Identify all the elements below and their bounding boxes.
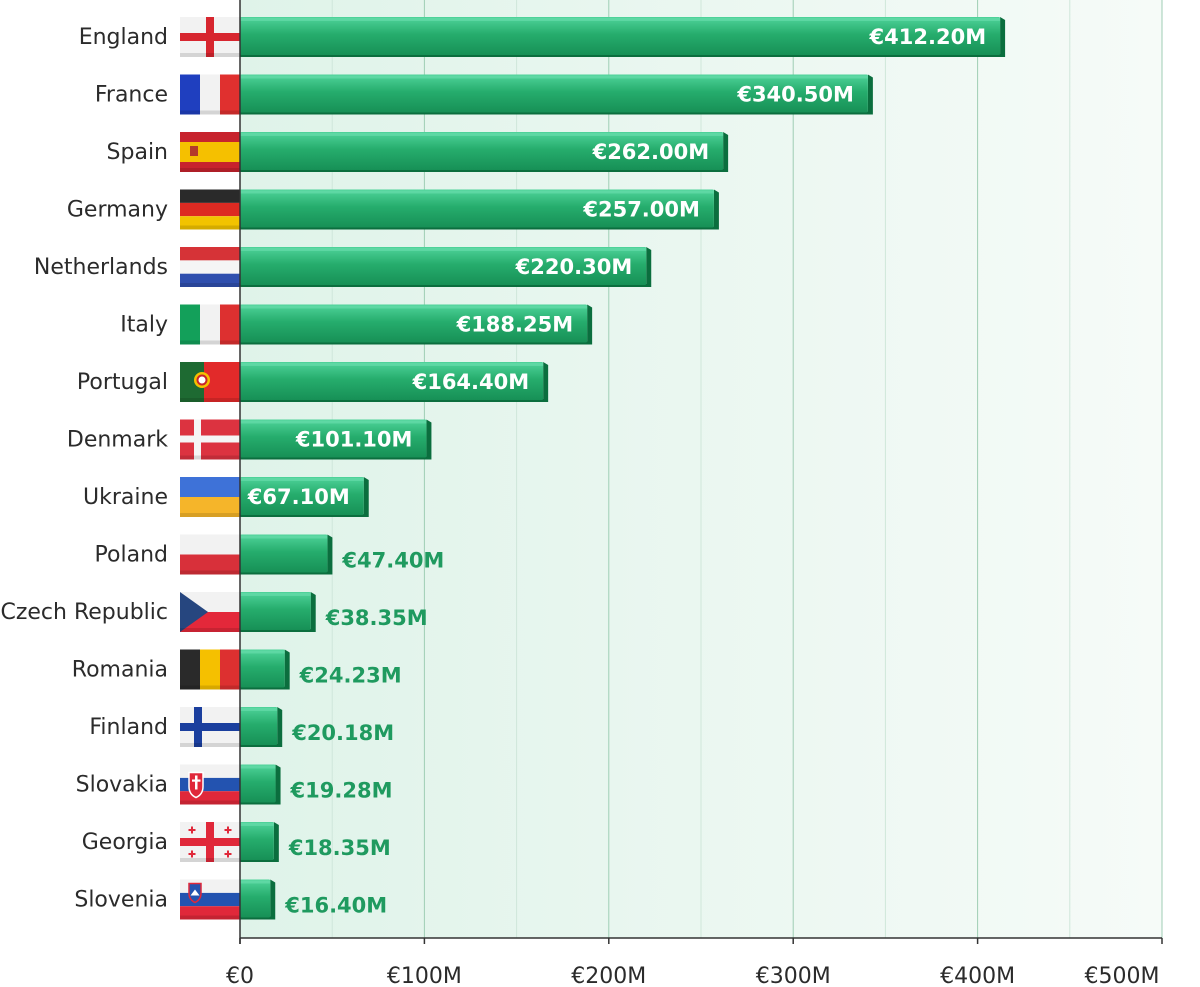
bar xyxy=(240,764,281,805)
data-label: €220.30M xyxy=(515,255,633,279)
data-label: €188.25M xyxy=(456,313,574,337)
category-label: Georgia xyxy=(82,830,168,855)
netherlands-flag xyxy=(180,247,240,287)
bar xyxy=(240,74,873,115)
bar xyxy=(240,304,593,345)
category-label: Ukraine xyxy=(83,485,168,510)
bar xyxy=(240,189,719,230)
bars xyxy=(240,17,1006,920)
data-label: €412.20M xyxy=(869,25,987,49)
category-label: Slovenia xyxy=(74,888,168,913)
category-label: Czech Republic xyxy=(0,600,168,625)
slovenia-flag xyxy=(180,879,240,920)
ukraine-flag xyxy=(180,477,240,517)
category-label: Slovakia xyxy=(76,773,168,798)
category-label: Germany xyxy=(67,198,168,223)
bar xyxy=(240,477,369,517)
category-label: England xyxy=(79,25,168,50)
romania-flag xyxy=(180,649,240,690)
slovakia-flag xyxy=(180,764,240,805)
x-tick-label: €100M xyxy=(387,964,462,987)
finland-flag xyxy=(180,707,240,747)
bar xyxy=(240,707,283,747)
category-label: Portugal xyxy=(77,370,168,395)
bar xyxy=(240,879,276,920)
category-labels: England France Spain Germany Netherlands Ital… xyxy=(0,25,168,913)
england-flag xyxy=(180,17,240,57)
poland-flag xyxy=(180,534,240,575)
category-label: Denmark xyxy=(67,428,168,453)
category-label: Netherlands xyxy=(34,255,168,280)
category-label: Italy xyxy=(120,313,168,338)
data-label: €16.40M xyxy=(284,894,387,918)
portugal-flag xyxy=(180,362,240,402)
category-label: France xyxy=(95,83,168,108)
category-label: Romania xyxy=(72,658,168,683)
bar xyxy=(240,822,279,862)
data-label: €101.10M xyxy=(295,428,413,452)
data-labels: €412.20M €340.50M €262.00M €257.00M €220.30M… xyxy=(247,25,986,918)
data-label: €19.28M xyxy=(290,779,393,803)
category-label: Poland xyxy=(95,543,168,568)
bar xyxy=(240,419,432,460)
denmark-flag xyxy=(180,419,240,460)
x-tick-label: €200M xyxy=(571,964,646,987)
data-label: €20.18M xyxy=(291,721,394,745)
data-label: €262.00M xyxy=(592,140,710,164)
data-label: €164.40M xyxy=(412,370,530,394)
data-label: €24.23M xyxy=(299,664,402,688)
bar xyxy=(240,592,316,632)
spain-flag xyxy=(180,132,240,172)
italy-flag xyxy=(180,304,240,345)
bar xyxy=(240,534,333,575)
bar xyxy=(240,362,549,402)
x-axis: €0 €100M €200M €300M €400M €500M xyxy=(226,0,1163,987)
x-tick-label: €400M xyxy=(940,964,1015,987)
flags xyxy=(180,17,240,920)
bar xyxy=(240,649,290,690)
bar xyxy=(240,132,729,172)
czech-republic-flag xyxy=(180,592,240,632)
bar xyxy=(240,247,652,287)
category-label: Spain xyxy=(107,140,168,165)
germany-flag xyxy=(180,189,240,230)
x-tick-label: €500M xyxy=(1085,964,1160,987)
data-label: €257.00M xyxy=(582,198,700,222)
x-tick-label: €0 xyxy=(226,964,254,987)
bar xyxy=(240,17,1006,57)
georgia-flag xyxy=(180,822,240,862)
category-label: Finland xyxy=(89,715,168,740)
data-label: €38.35M xyxy=(325,606,428,630)
data-label: €340.50M xyxy=(736,83,854,107)
data-label: €47.40M xyxy=(341,549,444,573)
data-label: €67.10M xyxy=(247,485,350,509)
france-flag xyxy=(180,74,240,115)
data-label: €18.35M xyxy=(288,836,391,860)
x-tick-label: €300M xyxy=(756,964,831,987)
